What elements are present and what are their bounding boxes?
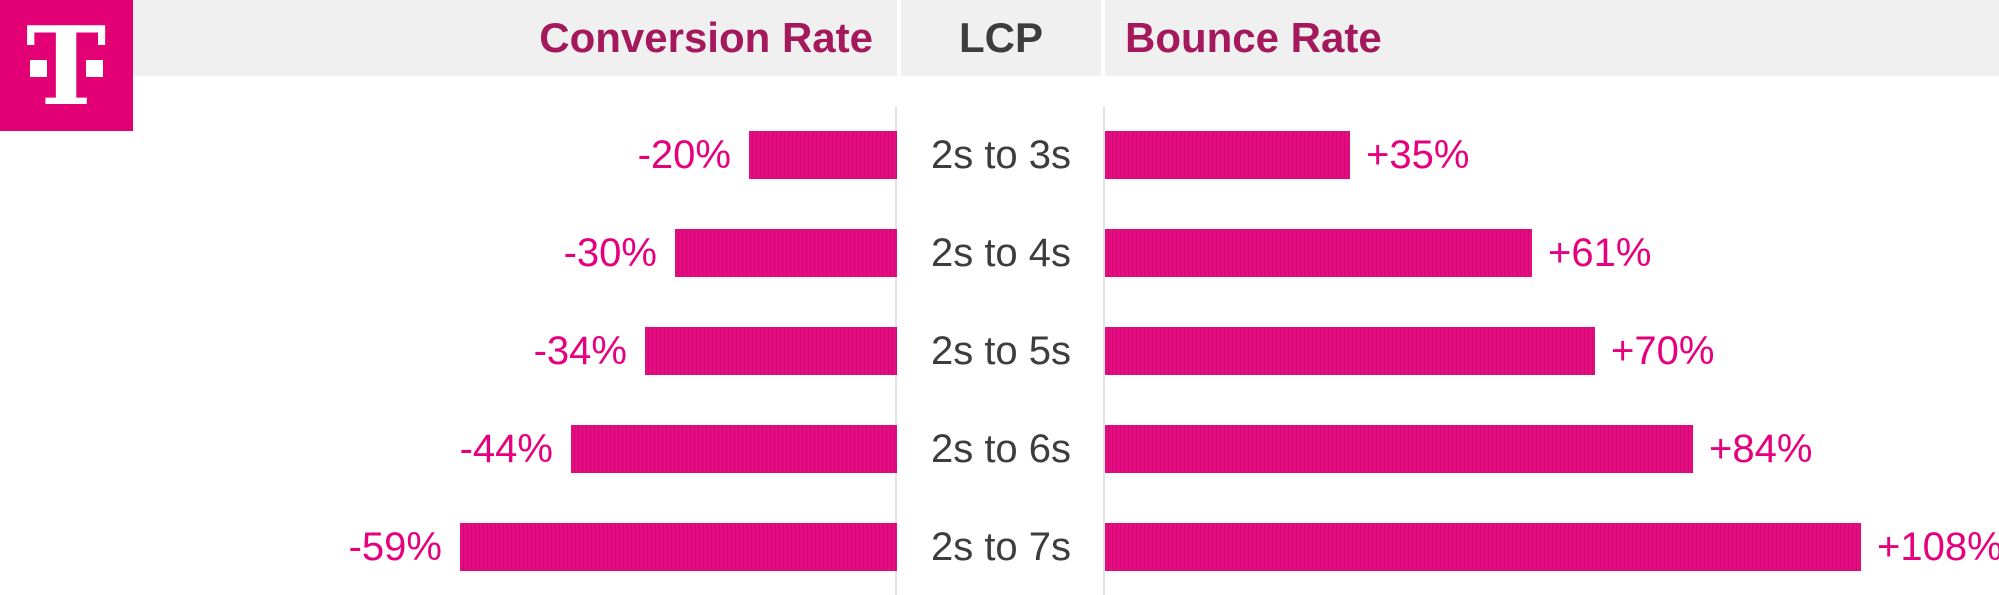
bounce-bar (1105, 327, 1595, 375)
conversion-bar (675, 229, 897, 277)
lcp-range-label: 2s to 7s (930, 524, 1072, 569)
lcp-range-label: 2s to 6s (930, 426, 1072, 471)
chart-row-2s-to-7s: -59% 2s to 7s +108% (0, 498, 1999, 595)
lcp-range-label: 2s to 5s (930, 328, 1072, 373)
bounce-bar (1105, 523, 1861, 571)
conversion-value-label: -34% (533, 328, 627, 373)
chart-row-2s-to-4s: -30% 2s to 4s +61% (0, 204, 1999, 302)
conversion-bar (645, 327, 897, 375)
butterfly-chart-body: -20% 2s to 3s +35% -30% 2s to 4s +61% -3… (0, 76, 1999, 595)
conversion-bar (571, 425, 897, 473)
header-bounce-rate: Bounce Rate (1105, 0, 1999, 76)
column-header-band: Conversion Rate LCP Bounce Rate (0, 0, 1999, 76)
lcp-range-label: 2s to 4s (930, 230, 1072, 275)
chart-row-2s-to-5s: -34% 2s to 5s +70% (0, 302, 1999, 400)
chart-row-2s-to-3s: -20% 2s to 3s +35% (0, 106, 1999, 204)
telekom-t-right-dot (86, 60, 103, 77)
header-lcp: LCP (897, 0, 1105, 76)
lcp-range-label: 2s to 3s (930, 132, 1072, 177)
header-conversion-rate: Conversion Rate (0, 0, 897, 76)
telekom-t-icon: T (0, 0, 133, 131)
bounce-value-label: +35% (1366, 132, 1470, 177)
telekom-t-left-dot (30, 60, 47, 77)
conversion-value-label: -44% (459, 426, 553, 471)
bounce-value-label: +84% (1709, 426, 1813, 471)
bounce-value-label: +108% (1877, 524, 1999, 569)
conversion-value-label: -20% (637, 132, 731, 177)
conversion-bar (749, 131, 897, 179)
bounce-value-label: +70% (1611, 328, 1715, 373)
bounce-value-label: +61% (1548, 230, 1652, 275)
tmobile-logo: T (0, 0, 133, 131)
conversion-bar (460, 523, 897, 571)
center-column-right-separator (1103, 107, 1105, 595)
bounce-bar (1105, 131, 1350, 179)
bounce-bar (1105, 425, 1693, 473)
conversion-value-label: -59% (348, 524, 442, 569)
conversion-value-label: -30% (563, 230, 657, 275)
chart-row-2s-to-6s: -44% 2s to 6s +84% (0, 400, 1999, 498)
bounce-bar (1105, 229, 1532, 277)
